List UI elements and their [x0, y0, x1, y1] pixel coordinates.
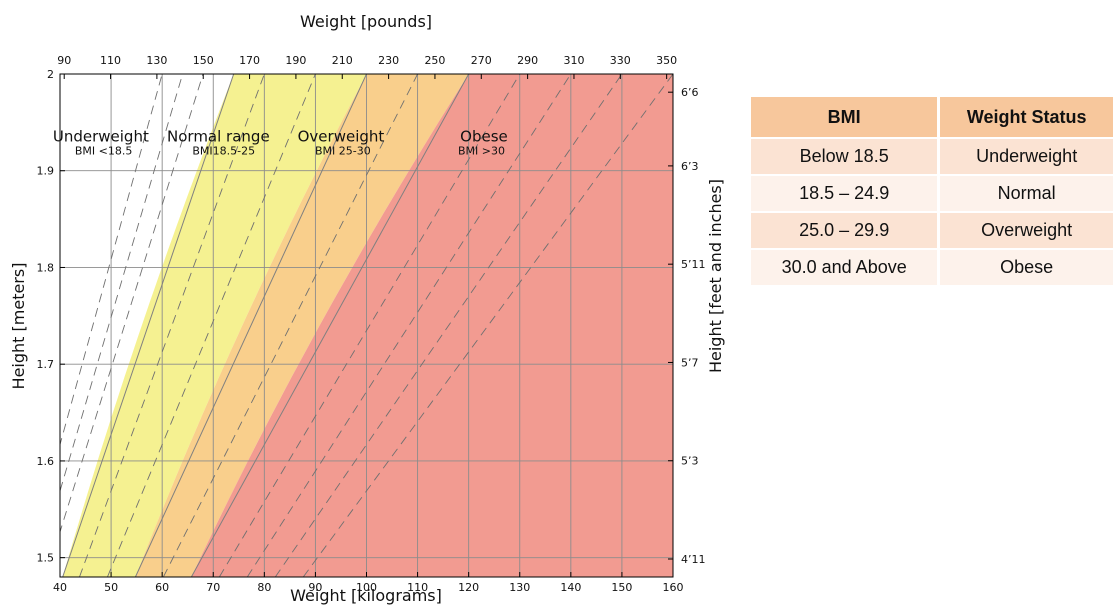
- table-header-row: BMI Weight Status: [751, 97, 1113, 137]
- bmi-dashed-line: [60, 74, 204, 534]
- bmi-dashed-line: [246, 74, 572, 577]
- zone-bmi-label: BMI >30: [458, 145, 505, 158]
- x-tick-label: 90: [308, 581, 322, 594]
- status-cell: Normal: [940, 174, 1113, 211]
- bmi-dashed-line: [162, 74, 418, 577]
- x2-tick-label: 90: [57, 54, 71, 67]
- x2-tick-label: 230: [378, 54, 399, 67]
- zone-area: [191, 74, 673, 577]
- x2-tick-label: 350: [656, 54, 677, 67]
- zone-boundary-line: [190, 74, 470, 577]
- y-tick-label: 1.9: [37, 165, 55, 178]
- table-row: 25.0 – 29.9 Overweight: [751, 211, 1113, 248]
- zone-areas: [60, 74, 673, 577]
- y2-tick-label: 5’11: [681, 258, 706, 271]
- x-tick-label: 60: [155, 581, 169, 594]
- x-tick-label: 160: [663, 581, 684, 594]
- bmi-dashed-lines: [60, 74, 673, 577]
- zone-bmi-label: BMI <18.5: [75, 145, 133, 158]
- x-tick-label: 80: [257, 581, 271, 594]
- x-tick-label: 120: [458, 581, 479, 594]
- y2-tick-label: 4’11: [681, 553, 706, 566]
- x2-tick-label: 290: [517, 54, 538, 67]
- status-cell: Underweight: [940, 137, 1113, 174]
- bmi-cell: 25.0 – 29.9: [751, 211, 941, 248]
- x2-tick-label: 150: [193, 54, 214, 67]
- x-tick-label: 50: [104, 581, 118, 594]
- zone-name-label: Normal range: [167, 128, 270, 146]
- bmi-dashed-line: [274, 74, 623, 577]
- y-tick-label: 1.7: [37, 358, 55, 371]
- y2-tick-label: 6’3: [681, 160, 699, 173]
- bmi-cell: 30.0 and Above: [751, 248, 941, 285]
- x-tick-label: 70: [206, 581, 220, 594]
- x2-axis-title: Weight [pounds]: [300, 12, 432, 31]
- table-row: 30.0 and Above Obese: [751, 248, 1113, 285]
- y-tick-label: 1.8: [37, 261, 55, 274]
- y-tick-label: 1.6: [37, 455, 55, 468]
- x2-tick-label: 250: [424, 54, 445, 67]
- x2-tick-label: 310: [563, 54, 584, 67]
- zone-area: [62, 74, 367, 577]
- zone-name-label: Underweight: [53, 128, 149, 146]
- x-tick-label: 150: [611, 581, 632, 594]
- table-row: Below 18.5 Underweight: [751, 137, 1113, 174]
- x-tick-label: 40: [53, 581, 67, 594]
- zone-bmi-label: BMI18.5-25: [192, 145, 255, 158]
- y-axis-title: Height [meters]: [9, 263, 28, 390]
- y2-tick-label: 5’3: [681, 455, 699, 468]
- x2-tick-label: 110: [100, 54, 121, 67]
- x2-tick-label: 130: [146, 54, 167, 67]
- header-weight-status: Weight Status: [940, 97, 1113, 137]
- x-tick-label: 100: [356, 581, 377, 594]
- x2-tick-label: 270: [471, 54, 492, 67]
- y-tick-label: 1.5: [37, 552, 55, 565]
- status-cell: Overweight: [940, 211, 1113, 248]
- zone-boundary-line: [62, 74, 235, 577]
- y-tick-label: 2: [47, 68, 54, 81]
- x2-tick-label: 190: [285, 54, 306, 67]
- table-row: 18.5 – 24.9 Normal: [751, 174, 1113, 211]
- x-axis-title: Weight [kilograms]: [290, 586, 442, 605]
- x2-tick-label: 170: [239, 54, 260, 67]
- zone-name-label: Obese: [460, 128, 508, 146]
- y2-tick-label: 5’7: [681, 356, 699, 369]
- zone-area: [60, 74, 234, 577]
- y2-axis-title: Height [feet and inches]: [706, 179, 725, 373]
- zone-boundary-line: [134, 74, 367, 577]
- x2-tick-label: 210: [332, 54, 353, 67]
- status-cell: Obese: [940, 248, 1113, 285]
- x-tick-label: 130: [509, 581, 530, 594]
- bmi-dashed-line: [60, 74, 184, 493]
- bmi-table: BMI Weight Status Below 18.5 Underweight…: [751, 97, 1113, 285]
- bmi-dashed-line: [107, 74, 316, 577]
- zone-name-label: Overweight: [298, 128, 385, 146]
- bmi-dashed-line: [218, 74, 521, 577]
- x2-tick-label: 330: [610, 54, 631, 67]
- bmi-dashed-line: [60, 74, 163, 447]
- x-tick-label: 110: [407, 581, 428, 594]
- zone-bmi-label: BMI 25-30: [315, 145, 371, 158]
- tick-labels: 40 50 60 70 80 90 100 110 120 130 140 150 160 1.5 1.6 1…: [37, 54, 706, 594]
- bmi-cell: Below 18.5: [751, 137, 941, 174]
- header-bmi: BMI: [751, 97, 941, 137]
- bmi-cell: 18.5 – 24.9: [751, 174, 941, 211]
- x-tick-label: 140: [560, 581, 581, 594]
- zone-boundaries: [62, 74, 470, 577]
- y2-tick-label: 6’6: [681, 86, 699, 99]
- zone-area: [135, 74, 469, 577]
